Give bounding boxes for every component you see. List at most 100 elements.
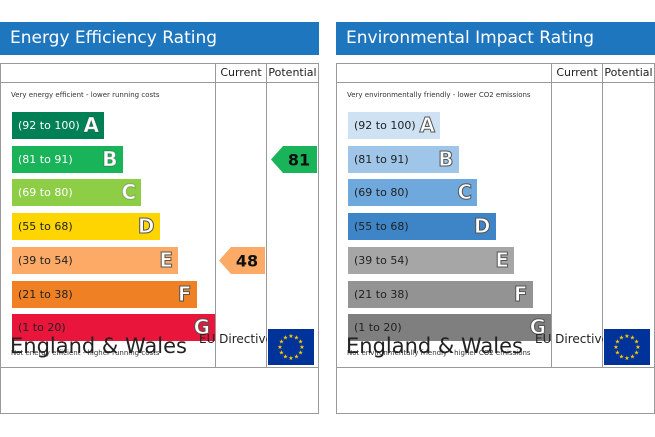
eu-flag-icon: ★ ★★★★★★★★★★★ (604, 329, 650, 365)
band-range-label: (55 to 68) (18, 220, 73, 234)
current-column-header: Current (556, 66, 598, 79)
rating-band-f: (21 to 38) F (348, 280, 533, 308)
band-letter: D (473, 214, 491, 239)
bottom-caption: Not environmentally friendly - higher CO… (347, 349, 531, 357)
header-divider (337, 82, 654, 83)
bottom-caption: Not energy efficient - higher running co… (11, 349, 160, 357)
band-letter: E (159, 247, 174, 272)
footer-directive: EU Directive 2002/91/EC (535, 332, 603, 346)
flag-star: ★ (277, 344, 282, 351)
rating-band-a: (92 to 100) A (348, 112, 440, 139)
top-caption: Very environmentally friendly - lower CO… (347, 91, 531, 99)
flag-field (604, 329, 650, 365)
current-arrow-shape (219, 246, 265, 274)
environmental-title: Environmental Impact Rating (336, 22, 655, 55)
rating-band-c: (69 to 80) C (12, 179, 141, 207)
current-rating-value: 48 (236, 251, 258, 270)
current-rating-arrow: 48 (219, 246, 265, 274)
band-letter: A (83, 113, 100, 138)
flag-star: ★ (613, 344, 618, 351)
column-divider (602, 64, 603, 368)
band-range-label: (39 to 54) (354, 253, 409, 267)
flag-star: ★ (619, 334, 624, 341)
band-range-label: (92 to 100) (18, 119, 80, 132)
band-letter: G (529, 315, 546, 340)
rating-band-d: (55 to 68) D (12, 213, 160, 241)
footer-country: England & Wales (346, 334, 523, 358)
band-letter: G (193, 315, 210, 340)
flag-star: ★ (615, 339, 620, 346)
rating-band-f: (21 to 38) F (12, 280, 197, 308)
flag-star: ★ (279, 339, 284, 346)
band-range-label: (81 to 91) (18, 152, 73, 166)
flag-star: ★ (630, 334, 635, 341)
band-letter: F (177, 281, 192, 306)
potential-arrow-shape (270, 145, 317, 173)
potential-column-header: Potential (268, 66, 317, 79)
band-range-label: (81 to 91) (354, 152, 409, 166)
band-letter: E (495, 247, 510, 272)
top-caption: Very energy efficient - lower running co… (11, 91, 160, 99)
flag-star: ★ (624, 333, 629, 340)
rating-band-b: (81 to 91) B (12, 145, 123, 173)
rating-band-c: (69 to 80) C (348, 179, 477, 207)
flag-field (268, 329, 314, 365)
flag-star: ★ (283, 354, 288, 361)
eu-flag-icon: ★ ★★★★★★★★★★★ (268, 329, 314, 365)
flag-star: ★ (294, 334, 299, 341)
band-letter: C (121, 180, 137, 205)
column-divider (215, 64, 216, 368)
band-range-label: (21 to 38) (354, 287, 409, 301)
flag-star: ★ (624, 355, 629, 362)
band-letter: D (137, 214, 155, 239)
potential-rating-value: 81 (287, 150, 309, 169)
band-letter: B (438, 146, 454, 171)
flag-star: ★ (288, 355, 293, 362)
rating-band-d: (55 to 68) D (348, 213, 496, 241)
band-range-label: (1 to 20) (18, 321, 66, 335)
footer-country: England & Wales (10, 334, 187, 358)
band-range-label: (92 to 100) (354, 119, 416, 132)
footer-divider (1, 367, 318, 368)
band-letter: F (513, 281, 528, 306)
flag-star: ★ (634, 350, 639, 357)
column-divider (551, 64, 552, 368)
current-column-header: Current (220, 66, 262, 79)
band-range-label: (1 to 20) (354, 321, 402, 335)
band-range-label: (39 to 54) (18, 253, 73, 267)
column-divider (266, 64, 267, 368)
rating-band-b: (81 to 91) B (348, 145, 459, 173)
band-letter: C (457, 180, 473, 205)
potential-column-header: Potential (604, 66, 653, 79)
rating-band-g: (1 to 20) G (348, 314, 551, 342)
footer-divider (337, 367, 654, 368)
band-range-label: (21 to 38) (18, 287, 73, 301)
potential-rating-arrow: 81 (270, 145, 317, 173)
band-range-label: (55 to 68) (354, 220, 409, 234)
band-letter: B (102, 146, 118, 171)
flag-star: ★ (288, 333, 293, 340)
rating-band-e: (39 to 54) E (12, 246, 178, 274)
flag-star: ★ (630, 354, 635, 361)
flag-star: ★ (298, 339, 303, 346)
band-range-label: (69 to 80) (354, 186, 409, 200)
energy-title: Energy Efficiency Rating (0, 22, 319, 55)
flag-star: ★ (283, 334, 288, 341)
flag-star: ★ (298, 350, 303, 357)
flag-star: ★ (294, 354, 299, 361)
rating-band-e: (39 to 54) E (348, 246, 514, 274)
footer-directive: EU Directive 2002/91/EC (199, 332, 267, 346)
flag-star: ★ (299, 344, 304, 351)
energy-efficiency-panel: Energy Efficiency Rating Current Potenti… (0, 22, 319, 414)
flag-star: ★ (635, 344, 640, 351)
rating-band-a: (92 to 100) A (12, 112, 104, 139)
environmental-frame: Current Potential Very environmentally f… (336, 63, 655, 414)
flag-star: ★ (634, 339, 639, 346)
band-letter: A (419, 113, 436, 138)
flag-star: ★ (279, 350, 284, 357)
energy-frame: Current Potential Very energy efficient … (0, 63, 319, 414)
flag-star: ★ (615, 350, 620, 357)
environmental-impact-panel: Environmental Impact Rating Current Pote… (336, 22, 655, 414)
header-divider (1, 82, 318, 83)
flag-star: ★ (619, 354, 624, 361)
